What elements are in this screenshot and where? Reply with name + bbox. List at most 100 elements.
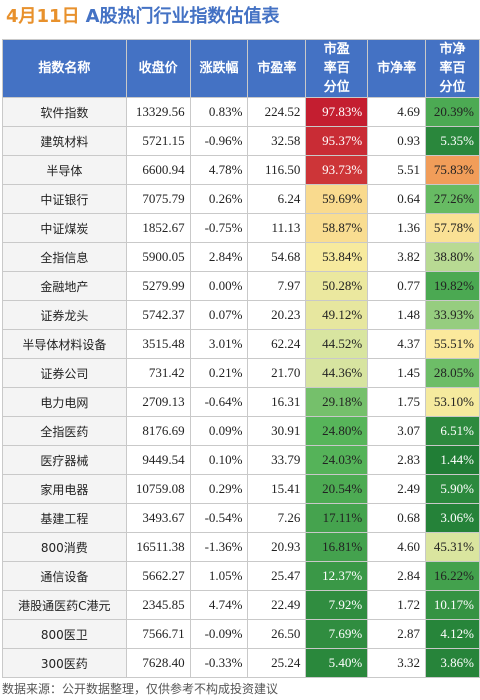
change-cell: 0.26% — [189, 184, 249, 214]
pb-percentile-cell: 57.78% — [425, 213, 480, 243]
index-name-cell: 金融地产 — [2, 271, 127, 301]
change-cell: 2.84% — [189, 242, 249, 272]
close-price-cell: 5279.99 — [125, 271, 191, 301]
close-price-cell: 16511.38 — [125, 532, 191, 562]
pe-percentile-cell: 29.18% — [305, 387, 369, 417]
index-name-cell: 半导体材料设备 — [2, 329, 127, 359]
table-row: 建筑材料 5721.15 -0.96% 32.58 95.37% 0.93 5.35% — [2, 126, 480, 156]
table-row: 800医卫 7566.71 -0.09% 26.50 7.69% 2.87 4.12% — [2, 619, 480, 649]
pe-cell: 25.24 — [247, 648, 307, 678]
table-row: 中证银行 7075.79 0.26% 6.24 59.69% 0.64 27.26% — [2, 184, 480, 214]
change-cell: -0.09% — [189, 619, 249, 649]
index-name-cell: 家用电器 — [2, 474, 127, 504]
change-cell: 0.10% — [189, 445, 249, 475]
pe-cell: 33.79 — [247, 445, 307, 475]
change-cell: 0.07% — [189, 300, 249, 330]
pe-cell: 32.58 — [247, 126, 307, 156]
pb-cell: 3.32 — [367, 648, 426, 678]
pb-cell: 1.45 — [367, 358, 426, 388]
column-header: 涨跌幅 — [189, 39, 249, 98]
pe-percentile-cell: 5.40% — [305, 648, 369, 678]
column-header: 收盘价 — [125, 39, 191, 98]
pb-cell: 2.49 — [367, 474, 426, 504]
index-name-cell: 800消费 — [2, 532, 127, 562]
index-name-cell: 港股通医药C港元 — [2, 590, 127, 620]
pe-percentile-cell: 49.12% — [305, 300, 369, 330]
table-row: 半导体材料设备 3515.48 3.01% 62.24 44.52% 4.37 55.51% — [2, 329, 480, 359]
pb-percentile-cell: 4.12% — [425, 619, 480, 649]
table-body: 软件指数 13329.56 0.83% 224.52 97.83% 4.69 20.39% 建… — [2, 97, 480, 678]
close-price-cell: 6600.94 — [125, 155, 191, 185]
pe-cell: 11.13 — [247, 213, 307, 243]
pb-cell: 0.68 — [367, 503, 426, 533]
pe-percentile-cell: 50.28% — [305, 271, 369, 301]
pe-cell: 25.47 — [247, 561, 307, 591]
change-cell: 4.78% — [189, 155, 249, 185]
pe-cell: 224.52 — [247, 97, 307, 127]
pb-percentile-cell: 55.51% — [425, 329, 480, 359]
table-row: 家用电器 10759.08 0.29% 15.41 20.54% 2.49 5.90% — [2, 474, 480, 504]
pe-cell: 62.24 — [247, 329, 307, 359]
index-name-cell: 医疗器械 — [2, 445, 127, 475]
close-price-cell: 731.42 — [125, 358, 191, 388]
pb-cell: 2.87 — [367, 619, 426, 649]
close-price-cell: 2709.13 — [125, 387, 191, 417]
close-price-cell: 1852.67 — [125, 213, 191, 243]
pe-percentile-cell: 7.92% — [305, 590, 369, 620]
table-header-row: 指数名称 收盘价 涨跌幅 市盈率 市盈率百分位 市净率 市净率百分位 — [2, 39, 480, 98]
close-price-cell: 9449.54 — [125, 445, 191, 475]
footer-note: 数据来源：公开数据整理，仅供参考不构成投资建议 — [2, 682, 279, 696]
close-price-cell: 5742.37 — [125, 300, 191, 330]
pb-percentile-cell: 1.44% — [425, 445, 480, 475]
title-text: A股热门行业指数估值表 — [85, 6, 280, 27]
pb-percentile-cell: 16.22% — [425, 561, 480, 591]
close-price-cell: 7075.79 — [125, 184, 191, 214]
change-cell: -0.54% — [189, 503, 249, 533]
pe-cell: 20.23 — [247, 300, 307, 330]
pe-cell: 116.50 — [247, 155, 307, 185]
table-row: 软件指数 13329.56 0.83% 224.52 97.83% 4.69 20.39% — [2, 97, 480, 127]
pb-cell: 5.51 — [367, 155, 426, 185]
column-header: 市净率百分位 — [425, 39, 480, 98]
pe-cell: 15.41 — [247, 474, 307, 504]
pe-percentile-cell: 7.69% — [305, 619, 369, 649]
index-name-cell: 电力电网 — [2, 387, 127, 417]
pe-percentile-cell: 53.84% — [305, 242, 369, 272]
change-cell: -1.36% — [189, 532, 249, 562]
pe-percentile-cell: 93.73% — [305, 155, 369, 185]
page-title: 4月11日 A股热门行业指数估值表 — [6, 2, 280, 32]
change-cell: 0.21% — [189, 358, 249, 388]
index-name-cell: 中证煤炭 — [2, 213, 127, 243]
table-row: 中证煤炭 1852.67 -0.75% 11.13 58.87% 1.36 57.78% — [2, 213, 480, 243]
pb-cell: 0.93 — [367, 126, 426, 156]
pe-percentile-cell: 24.03% — [305, 445, 369, 475]
change-cell: 0.83% — [189, 97, 249, 127]
pb-percentile-cell: 45.31% — [425, 532, 480, 562]
close-price-cell: 3493.67 — [125, 503, 191, 533]
pb-cell: 1.75 — [367, 387, 426, 417]
index-name-cell: 全指医药 — [2, 416, 127, 446]
index-name-cell: 通信设备 — [2, 561, 127, 591]
table-row: 全指医药 8176.69 0.09% 30.91 24.80% 3.07 6.51% — [2, 416, 480, 446]
index-name-cell: 全指信息 — [2, 242, 127, 272]
close-price-cell: 13329.56 — [125, 97, 191, 127]
pe-percentile-cell: 24.80% — [305, 416, 369, 446]
table-row: 全指信息 5900.05 2.84% 54.68 53.84% 3.82 38.80% — [2, 242, 480, 272]
index-name-cell: 证券公司 — [2, 358, 127, 388]
pe-cell: 22.49 — [247, 590, 307, 620]
pb-percentile-cell: 33.93% — [425, 300, 480, 330]
index-name-cell: 800医卫 — [2, 619, 127, 649]
index-name-cell: 300医药 — [2, 648, 127, 678]
close-price-cell: 5662.27 — [125, 561, 191, 591]
pb-cell: 1.48 — [367, 300, 426, 330]
pe-percentile-cell: 17.11% — [305, 503, 369, 533]
pb-percentile-cell: 38.80% — [425, 242, 480, 272]
pe-cell: 7.26 — [247, 503, 307, 533]
change-cell: -0.96% — [189, 126, 249, 156]
pb-percentile-cell: 5.90% — [425, 474, 480, 504]
index-name-cell: 软件指数 — [2, 97, 127, 127]
pb-percentile-cell: 53.10% — [425, 387, 480, 417]
pe-cell: 54.68 — [247, 242, 307, 272]
index-name-cell: 证券龙头 — [2, 300, 127, 330]
pb-percentile-cell: 75.83% — [425, 155, 480, 185]
